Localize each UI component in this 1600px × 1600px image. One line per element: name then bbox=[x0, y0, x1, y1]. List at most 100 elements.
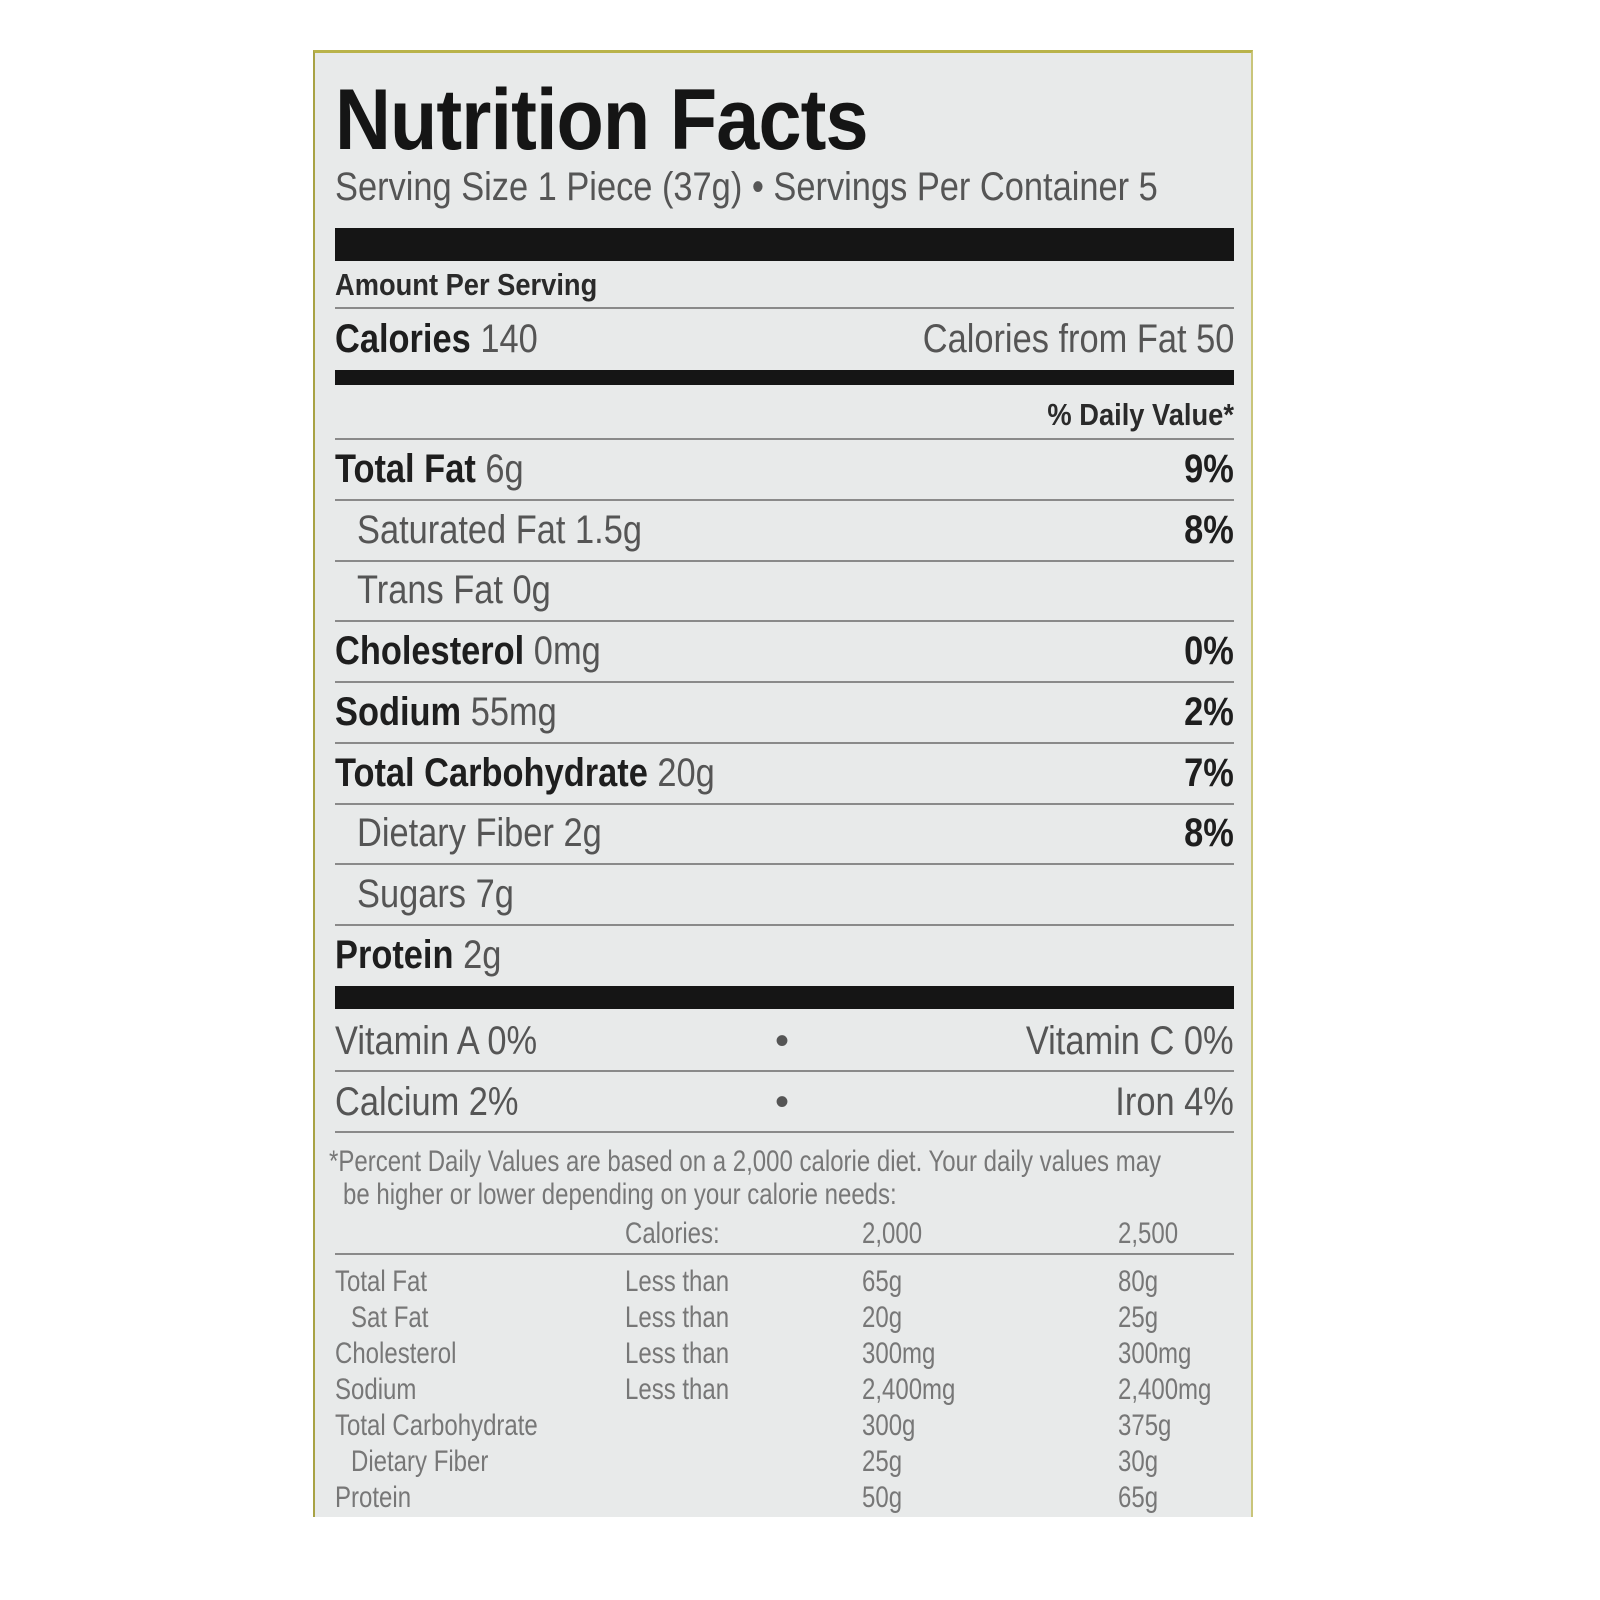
nutrient-name: Total Fat bbox=[335, 447, 476, 491]
label-title: Nutrition Facts bbox=[335, 72, 869, 168]
dv-table-row-cell: Total Carbohydrate bbox=[335, 1409, 538, 1442]
dv-table-row-cell: 65g bbox=[1118, 1481, 1159, 1514]
dv-table-row-cell: 30g bbox=[1118, 1445, 1159, 1478]
dv-table-header-cell: Calories: bbox=[625, 1217, 720, 1250]
nutrient-name: Dietary Fiber bbox=[357, 811, 554, 856]
thick-divider bbox=[335, 228, 1234, 261]
dv-table-row-cell: 80g bbox=[1118, 1265, 1159, 1298]
nutrient-name: Total Carbohydrate bbox=[335, 750, 648, 795]
nutrient-label: Saturated Fat 1.5g bbox=[357, 510, 642, 550]
divider bbox=[335, 1130, 1234, 1133]
dv-table-row-cell: 300g bbox=[862, 1409, 916, 1442]
footnote-line-2: be higher or lower depending on your cal… bbox=[343, 1178, 897, 1211]
vitamin-row: Calcium 2% • Iron 4% bbox=[335, 1082, 1234, 1122]
nutrient-name: Protein bbox=[335, 932, 454, 977]
nutrient-daily-value: 9% bbox=[1184, 447, 1234, 491]
nutrient-amount: 0mg bbox=[533, 629, 601, 674]
nutrient-label: Protein 2g bbox=[335, 935, 501, 975]
nutrient-name: Trans Fat bbox=[357, 568, 503, 613]
dv-table-row-cell: 20g bbox=[862, 1301, 903, 1334]
nutrient-row: Sodium 55mg 2% bbox=[335, 692, 1234, 732]
nutrient-row: Dietary Fiber 2g 8% bbox=[335, 813, 1234, 853]
calories-from-fat: Calories from Fat 50 bbox=[922, 317, 1234, 361]
vitamin-sep: • bbox=[775, 1019, 790, 1063]
divider bbox=[335, 741, 1234, 744]
nutrient-amount: 1.5g bbox=[575, 507, 642, 552]
vitamin-right: Iron 4% bbox=[1115, 1079, 1234, 1124]
calories-row: Calories 140 Calories from Fat 50 bbox=[335, 319, 1234, 359]
nutrient-row: Sugars 7g bbox=[335, 874, 1234, 914]
dv-table-row-cell: Less than bbox=[625, 1301, 730, 1334]
nutrient-label: Total Fat 6g bbox=[335, 449, 524, 489]
calories-label: Calories bbox=[335, 317, 471, 361]
nutrient-amount: 2g bbox=[463, 932, 502, 977]
dv-table-row-cell: 50g bbox=[862, 1481, 903, 1514]
vitamin-row: Vitamin A 0% • Vitamin C 0% bbox=[335, 1021, 1234, 1061]
dv-table-row-cell: Total Fat bbox=[335, 1265, 428, 1298]
nutrient-row: Protein 2g bbox=[335, 935, 1234, 975]
dv-table-row-cell: Less than bbox=[625, 1337, 730, 1370]
dv-table-row-cell: 300mg bbox=[862, 1337, 936, 1370]
dv-table-row-cell: Less than bbox=[625, 1373, 730, 1406]
divider bbox=[335, 559, 1234, 562]
nutrient-amount: 6g bbox=[485, 447, 524, 491]
nutrient-amount: 7g bbox=[475, 871, 514, 916]
divider bbox=[335, 307, 1234, 309]
nutrient-label: Total Carbohydrate 20g bbox=[335, 753, 715, 793]
dv-table-row-cell: Cholesterol bbox=[335, 1337, 457, 1370]
nutrient-label: Cholesterol 0mg bbox=[335, 631, 601, 671]
daily-value-header: % Daily Value* bbox=[1047, 397, 1234, 432]
nutrient-amount: 55mg bbox=[470, 689, 557, 734]
divider bbox=[335, 681, 1234, 684]
dv-table-row-cell: 2,400mg bbox=[862, 1373, 956, 1406]
calories-value: 140 bbox=[480, 317, 538, 361]
nutrient-amount: 20g bbox=[657, 750, 715, 795]
nutrient-row: Saturated Fat 1.5g 8% bbox=[335, 510, 1234, 550]
dv-table-row-cell: 25g bbox=[1118, 1301, 1159, 1334]
nutrient-row: Trans Fat 0g bbox=[335, 570, 1234, 610]
nutrient-daily-value: 8% bbox=[1184, 507, 1234, 552]
dv-table-row-cell: Less than bbox=[625, 1265, 730, 1298]
vitamin-sep: • bbox=[775, 1079, 790, 1124]
dv-table-header-cell: 2,500 bbox=[1118, 1217, 1179, 1250]
nutrient-name: Sodium bbox=[335, 689, 462, 734]
nutrient-row: Cholesterol 0mg 0% bbox=[335, 631, 1234, 671]
nutrient-amount: 0g bbox=[512, 568, 551, 613]
divider bbox=[335, 1070, 1234, 1072]
nutrient-name: Sugars bbox=[357, 871, 467, 916]
divider bbox=[335, 620, 1234, 623]
dv-table-row-cell: Dietary Fiber bbox=[351, 1445, 489, 1478]
dv-table-header-cell: 2,000 bbox=[862, 1217, 923, 1250]
dv-table-row-cell: 25g bbox=[862, 1445, 903, 1478]
nutrient-row: Total Carbohydrate 20g 7% bbox=[335, 753, 1234, 793]
nutrition-label: Nutrition Facts Serving Size 1 Piece (37… bbox=[313, 50, 1253, 1517]
divider bbox=[335, 499, 1234, 501]
nutrient-daily-value: 7% bbox=[1184, 750, 1234, 795]
divider bbox=[335, 863, 1234, 866]
nutrient-label: Trans Fat 0g bbox=[357, 570, 551, 610]
nutrient-label: Sodium 55mg bbox=[335, 692, 557, 732]
dv-table-row-cell: 2,400mg bbox=[1118, 1373, 1212, 1406]
vitamin-right: Vitamin C 0% bbox=[1026, 1019, 1234, 1063]
thick-divider bbox=[335, 986, 1234, 1009]
nutrient-amount: 2g bbox=[563, 811, 602, 856]
nutrient-label: Sugars 7g bbox=[357, 874, 514, 914]
nutrient-daily-value: 0% bbox=[1184, 629, 1234, 674]
dv-table-row-cell: Sat Fat bbox=[351, 1301, 429, 1334]
dv-table-row-cell: 375g bbox=[1118, 1409, 1172, 1442]
dv-table-row-cell: Protein bbox=[335, 1481, 412, 1514]
dv-table-row-cell: 65g bbox=[862, 1265, 903, 1298]
nutrient-name: Cholesterol bbox=[335, 629, 525, 674]
nutrient-daily-value: 8% bbox=[1184, 811, 1234, 856]
nutrient-row: Total Fat 6g 9% bbox=[335, 449, 1234, 489]
footnote-line-1: *Percent Daily Values are based on a 2,0… bbox=[329, 1145, 1162, 1178]
divider bbox=[335, 802, 1234, 805]
amount-per-serving: Amount Per Serving bbox=[335, 267, 598, 302]
nutrient-daily-value: 2% bbox=[1184, 689, 1234, 734]
divider bbox=[335, 1253, 1234, 1255]
divider bbox=[335, 438, 1234, 440]
dv-table-row-cell: 300mg bbox=[1118, 1337, 1192, 1370]
nutrient-label: Dietary Fiber 2g bbox=[357, 813, 602, 853]
divider bbox=[335, 923, 1234, 926]
vitamin-left: Calcium 2% bbox=[335, 1079, 519, 1124]
